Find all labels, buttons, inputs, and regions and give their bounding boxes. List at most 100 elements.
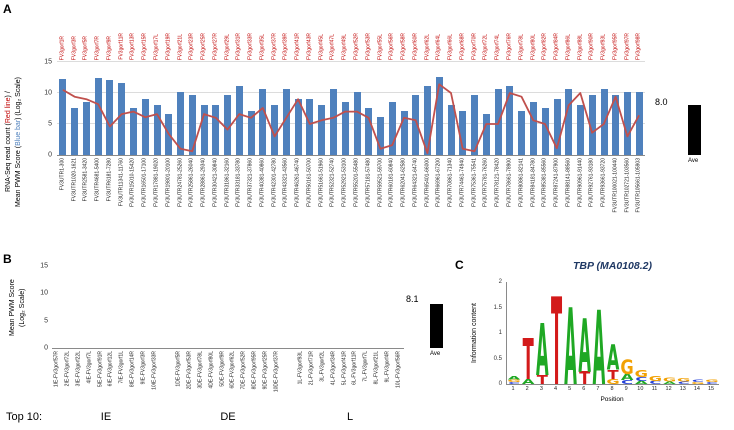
pwm-bar bbox=[518, 110, 526, 155]
utr-label: FV3UTR25861-26040 bbox=[188, 158, 195, 207]
utr-label: FV3UTR15010-15420 bbox=[129, 158, 136, 207]
utr-label-slot: FV3UTR93661-93720 bbox=[598, 157, 610, 245]
orf-label: FV3gorf45L bbox=[317, 33, 324, 60]
utr-label-slot: FV3UTR2581-3420 bbox=[81, 157, 93, 245]
gene-label: 1DE-FV3gorf5R bbox=[175, 351, 182, 387]
orf-label: FV3gorf60R bbox=[412, 33, 419, 60]
utr-label: FV3UTR52321-52740 bbox=[329, 158, 336, 207]
panel-b-letter: B bbox=[3, 252, 12, 266]
orf-label: FV3gorf37R bbox=[270, 33, 277, 60]
logo-letter-A: A bbox=[536, 310, 549, 384]
orf-label: FV3gorf74L bbox=[494, 33, 501, 60]
utr-label: FV3UTR19801-20100 bbox=[165, 158, 172, 207]
panel-b-y-tick: 15 bbox=[40, 262, 48, 270]
orf-label-slot: FV3gorf58R bbox=[398, 2, 410, 60]
utr-label-slot: FV3UTR88141-88560 bbox=[563, 157, 575, 245]
utr-label-slot: FV3UTR46261-46740 bbox=[292, 157, 304, 245]
gene-label-slot: 3IE-FV3gorf22L bbox=[74, 350, 85, 410]
utr-label-slot: FV3UTR4681-5400 bbox=[92, 157, 104, 245]
utr-label: FV3UTR80861-82141 bbox=[517, 158, 524, 207]
gene-label-slot: 6IE-FV3gorf12L bbox=[106, 350, 117, 410]
orf-label: FV3gorf33R bbox=[247, 33, 254, 60]
panel-b-y-tick: 0 bbox=[44, 344, 48, 352]
utr-label-slot: FV3UTR84181-84780 bbox=[528, 157, 540, 245]
gene-label-slot: 1L-FV3gorf93L bbox=[296, 350, 307, 410]
utr-label: FV3UTR4681-5400 bbox=[94, 158, 101, 202]
panel-b-bar-series bbox=[52, 266, 404, 348]
panel-a-letter: A bbox=[3, 2, 12, 16]
utr-label-slot: FV3UTR15010-15420 bbox=[128, 157, 140, 245]
bar-slot bbox=[586, 62, 598, 155]
bar-slot bbox=[175, 62, 187, 155]
group-label-L: L bbox=[346, 411, 354, 423]
orf-label: FV3gorf58R bbox=[400, 33, 407, 60]
pwm-bar bbox=[365, 107, 373, 155]
bar-slot bbox=[328, 62, 340, 155]
bar-slot bbox=[81, 62, 93, 155]
bar-slot bbox=[151, 62, 163, 155]
orf-label: FV3gorf31R bbox=[235, 33, 242, 60]
orf-label-slot: FV3gorf11R bbox=[116, 2, 128, 60]
gene-label-slot: 8IE-FV3gorf14R bbox=[128, 350, 139, 410]
orf-label: FV3gorf11R bbox=[117, 33, 124, 60]
pwm-bar bbox=[588, 95, 596, 155]
logo-letter-C: C bbox=[706, 381, 718, 384]
orf-label: FV3gorf78L bbox=[517, 33, 524, 60]
pwm-bar bbox=[506, 86, 514, 155]
orf-label-slot: FV3gorf25R bbox=[198, 2, 210, 60]
bar-slot bbox=[92, 62, 104, 155]
gene-label: 6L-FV3gorf11R bbox=[351, 351, 358, 385]
orf-label-slot: FV3gorf7R bbox=[92, 2, 104, 60]
pwm-bar bbox=[577, 104, 585, 155]
panel-b-y-axis-title-line1: Mean PWM Score bbox=[9, 279, 16, 337]
logo-letter-T: T bbox=[537, 374, 548, 384]
orf-label: FV3gorf1R bbox=[59, 35, 66, 60]
panel-c-y-tick: 2 bbox=[498, 279, 502, 285]
utr-label: FV3UTR60181-60840 bbox=[388, 158, 395, 207]
orf-label-slot: FV3gorf64L bbox=[434, 2, 446, 60]
bar-slot bbox=[551, 62, 563, 155]
bar-slot bbox=[457, 62, 469, 155]
utr-label-slot: FV3UTR66961-67200 bbox=[434, 157, 446, 245]
bar-slot bbox=[504, 62, 516, 155]
logo-letter-A: A bbox=[564, 286, 577, 384]
gene-label: 9DE-FV3gorf25R bbox=[262, 351, 269, 390]
logo-letter-T: T bbox=[551, 282, 562, 384]
gene-label: 5L-FV3gorf41R bbox=[340, 351, 347, 386]
panel-c-x-tick: 15 bbox=[707, 386, 715, 392]
gene-label: 1IE-FV3gorf57R bbox=[53, 351, 60, 388]
gene-label: 7DE-FV3gorf52R bbox=[240, 351, 247, 390]
utr-label-slot: FV3UTR52321-52740 bbox=[328, 157, 340, 245]
orf-label: FV3gorf23R bbox=[188, 33, 195, 60]
bar-slot bbox=[104, 62, 116, 155]
bar-slot bbox=[257, 62, 269, 155]
orf-label-slot: FV3gorf86L bbox=[563, 2, 575, 60]
panel-c-x-tick: 7 bbox=[596, 386, 600, 392]
pwm-bar bbox=[341, 101, 349, 155]
utr-label: FV3UTR11341-11760 bbox=[117, 158, 124, 207]
pwm-bar bbox=[553, 98, 561, 155]
panel-c-letter: C bbox=[455, 258, 464, 272]
gene-label-slot: 7L-FV3gorf7L bbox=[361, 350, 372, 410]
pwm-bar bbox=[635, 92, 643, 155]
orf-label-slot: FV3gorf84R bbox=[551, 2, 563, 60]
orf-label: FV3gorf95R bbox=[612, 33, 619, 60]
utr-label: FV3UTR78661-78900 bbox=[506, 158, 513, 207]
panel-b-average-bar bbox=[430, 304, 443, 348]
orf-label-slot: FV3gorf1R bbox=[57, 2, 69, 60]
gridline bbox=[57, 123, 645, 124]
gridline bbox=[57, 61, 645, 62]
panel-a-orf-labels: FV3gorf1R FV3gorf3R FV3gorf5R FV3gorf7R FV3g… bbox=[57, 2, 645, 60]
utr-label-slot: FV3UTR62041-62580 bbox=[398, 157, 410, 245]
orf-label-slot: FV3gorf43R bbox=[304, 2, 316, 60]
bar-slot bbox=[539, 62, 551, 155]
pwm-bar bbox=[188, 95, 196, 155]
orf-label-slot: FV3gorf90R bbox=[586, 2, 598, 60]
utr-label: FV3UTR66961-67200 bbox=[435, 158, 442, 207]
pwm-bar bbox=[318, 104, 326, 155]
gene-label-slot: 5IE-FV3gorf91R bbox=[95, 350, 106, 410]
pwm-bar bbox=[400, 110, 408, 155]
orf-label-slot: FV3gorf47L bbox=[328, 2, 340, 60]
utr-label: FV3UTR30421-30840 bbox=[212, 158, 219, 207]
